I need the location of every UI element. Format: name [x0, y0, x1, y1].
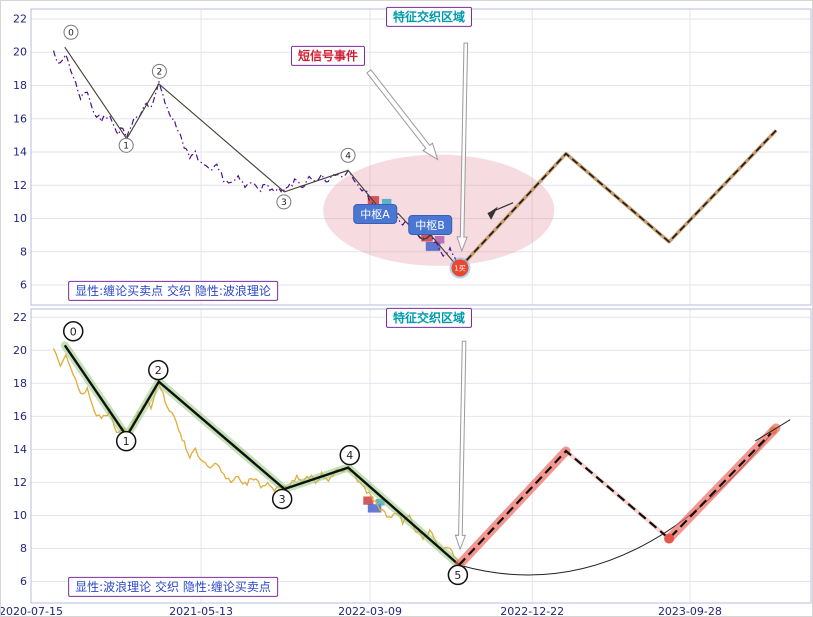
trough-dot — [664, 533, 675, 544]
wave-number: 1 — [123, 435, 130, 448]
wave-number: 3 — [279, 493, 286, 506]
x-tick-label: 2022-03-09 — [338, 605, 402, 617]
y-tick-label: 12 — [13, 476, 27, 489]
y-tick-label: 20 — [13, 46, 27, 59]
x-tick-label: 2023-09-28 — [658, 605, 722, 617]
y-tick-label: 8 — [20, 542, 27, 555]
wave-number-circle — [447, 564, 469, 586]
y-tick-label: 6 — [20, 575, 27, 588]
forecast-line — [458, 129, 777, 269]
wave-number: 5 — [454, 569, 461, 582]
y-tick-label: 22 — [13, 311, 27, 324]
x-tick-label: 2022-12-22 — [500, 605, 564, 617]
pivot-zone-box — [363, 496, 374, 505]
pivot-b-label: 中枢B — [408, 215, 452, 235]
wave-number: 3 — [281, 198, 287, 208]
wave-number-circle — [148, 359, 169, 381]
x-tick-label: 2020-07-15 — [1, 605, 63, 617]
y-tick-label: 14 — [13, 146, 27, 159]
y-tick-label: 14 — [13, 443, 27, 456]
caption-bottom-panel: 显性:波浪理论 交织 隐性:缠论买卖点 — [68, 576, 278, 598]
y-tick-label: 10 — [13, 212, 27, 225]
feature-interweave-label-bottom: 特征交织区域 — [385, 307, 473, 329]
interweave-arrow-top — [456, 42, 469, 253]
end-tick-mark — [754, 419, 791, 442]
y-tick-label: 8 — [20, 245, 27, 258]
wave-number: 2 — [155, 364, 162, 377]
x-tick-label: 2021-05-13 — [169, 605, 233, 617]
interweave-arrow-bottom — [454, 340, 467, 551]
wave-number: 4 — [346, 449, 353, 462]
short-signal-arrow — [366, 69, 439, 161]
wave-structure-line — [64, 46, 460, 269]
wave-number-circle — [118, 137, 134, 153]
wave-number: 1 — [123, 142, 129, 152]
pivot-zone-box — [381, 198, 392, 207]
flag-mark-triangle — [487, 206, 498, 220]
plot-area — [31, 309, 811, 603]
pivot-zone-box — [375, 498, 385, 506]
y-tick-label: 12 — [13, 179, 27, 192]
wave-number-circle — [115, 430, 137, 452]
buy-point-marker: 1买 — [451, 259, 469, 277]
y-tick-label: 18 — [13, 377, 27, 390]
wave-number-circle — [339, 444, 361, 466]
wave-number-circle — [151, 63, 167, 79]
pivot-zone-box — [367, 504, 382, 513]
y-tick-label: 6 — [20, 279, 27, 292]
y-tick-label: 10 — [13, 509, 27, 522]
wave-number-circle — [63, 24, 79, 40]
wave-number-circle — [340, 147, 356, 163]
wave-number: 4 — [345, 152, 351, 162]
y-tick-label: 20 — [13, 344, 27, 357]
caption-top-panel: 显性:缠论买卖点 交织 隐性:波浪理论 — [68, 280, 278, 302]
wave-structure-line — [63, 344, 460, 566]
pivot-zone-box — [425, 241, 441, 251]
y-tick-label: 16 — [13, 112, 27, 125]
pivot-zone-box — [434, 235, 445, 244]
wave-number-circle — [276, 194, 292, 210]
plot-area — [31, 9, 811, 305]
wave-number-circle — [62, 321, 84, 342]
wave-number: 2 — [157, 68, 163, 78]
feature-interweave-label-top: 特征交织区域 — [385, 6, 473, 28]
wave-number-circle — [271, 488, 293, 510]
wave-number: 0 — [70, 325, 77, 338]
pivot-a-label: 中枢A — [353, 204, 397, 224]
signal-region-ellipse — [323, 154, 555, 266]
short-signal-event-label: 短信号事件 — [290, 45, 366, 67]
wave-number: 0 — [68, 29, 74, 39]
y-tick-label: 22 — [13, 12, 27, 25]
y-tick-label: 16 — [13, 410, 27, 423]
y-tick-label: 18 — [13, 79, 27, 92]
forecast-line — [458, 427, 777, 566]
